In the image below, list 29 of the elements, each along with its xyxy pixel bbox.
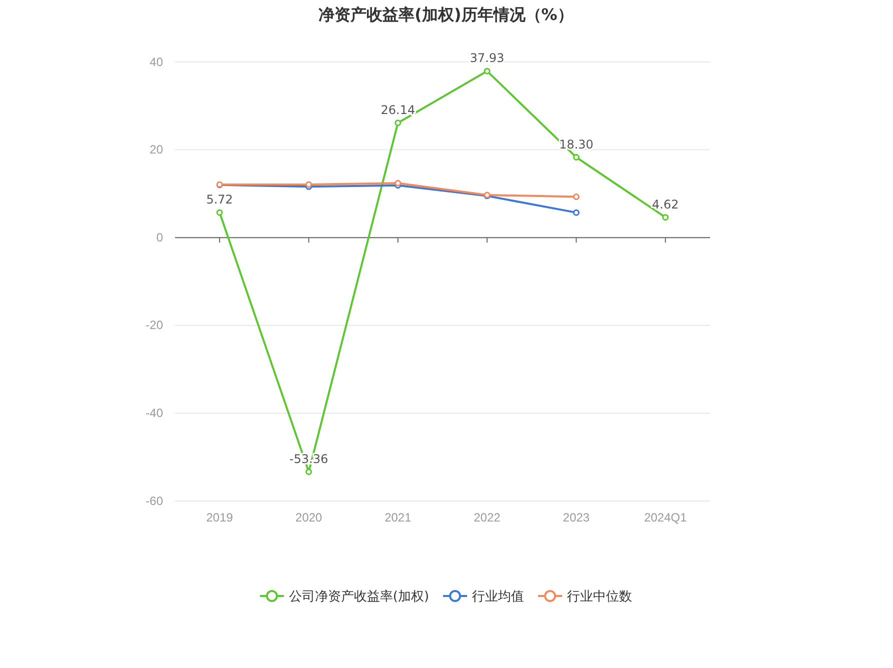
point [573,154,580,161]
data-label: 4.62 [652,197,679,212]
data-label: 26.14 [380,102,416,117]
y-tick-label: -60 [146,494,164,508]
x-tick-label: 2024Q1 [644,510,688,525]
x-tick-label: 2021 [384,510,412,525]
x-tick-label: 2023 [562,510,590,525]
x-tick-label: 2019 [206,510,234,525]
x-tick-label: 2022 [474,510,501,525]
y-tick-label: 40 [150,54,164,69]
x-tick-label: 2020 [295,510,322,525]
data-label: 5.72 [206,192,233,206]
point [662,214,669,221]
legend-label: 公司净资产收益率(加权) [288,588,430,604]
point [306,468,312,476]
data-label: 37.93 [470,51,504,66]
legend-label: 行业中位数 [567,590,632,604]
y-tick-label: -20 [146,318,164,332]
point [573,194,580,200]
y-tick-label: 0 [156,230,164,244]
legend-label: 行业均值 [472,590,524,604]
point [216,209,223,216]
point [394,120,402,126]
point [484,68,490,74]
point [573,209,580,216]
y-tick-label: -40 [146,406,164,420]
point [394,180,402,186]
chart-title: 净资产收益率(加权)历年情况（%） [318,5,574,24]
y-tick-label: 20 [150,142,164,157]
